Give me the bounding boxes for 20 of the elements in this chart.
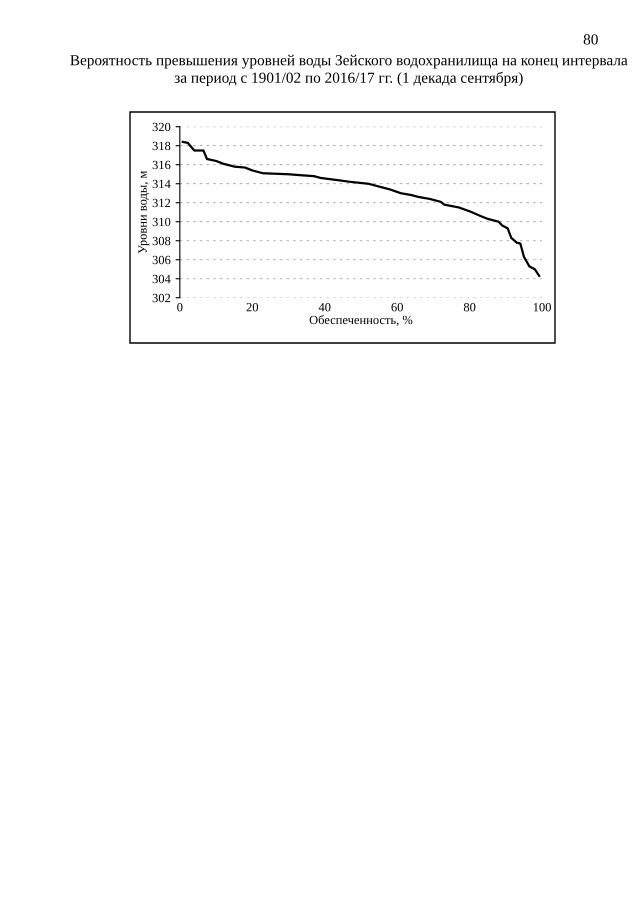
chart-title: Вероятность превышения уровней воды Зейского водохранилища на конец интервала за период с 1901/02 по 2016/17 гг. (1 декада сентября) [70,54,628,86]
y-tick-label: 312 [152,198,170,208]
x-tick-label: 40 [318,302,331,312]
x-tick-label: 60 [391,302,403,312]
y-axis-title: Уровни воды, м [138,170,150,254]
x-tick-label: 20 [246,302,258,312]
text: 80 [584,34,598,45]
x-axis-title: Обеспеченность, % [310,315,412,326]
y-tick-label: 320 [152,122,170,132]
x-tick-label: 80 [464,302,476,312]
x-tick-label: 100 [534,302,551,312]
y-tick-label: 304 [152,274,171,284]
y-tick-label: 302 [152,294,170,302]
y-tick-label: 316 [152,160,170,170]
y-tick-label: 310 [152,218,170,226]
y-tick-label: 314 [152,180,171,188]
y-tick-label: 318 [152,142,170,150]
x-tick-label: 0 [177,302,182,312]
y-tick-label: 308 [152,236,170,246]
y-tick-label: 306 [152,256,170,264]
